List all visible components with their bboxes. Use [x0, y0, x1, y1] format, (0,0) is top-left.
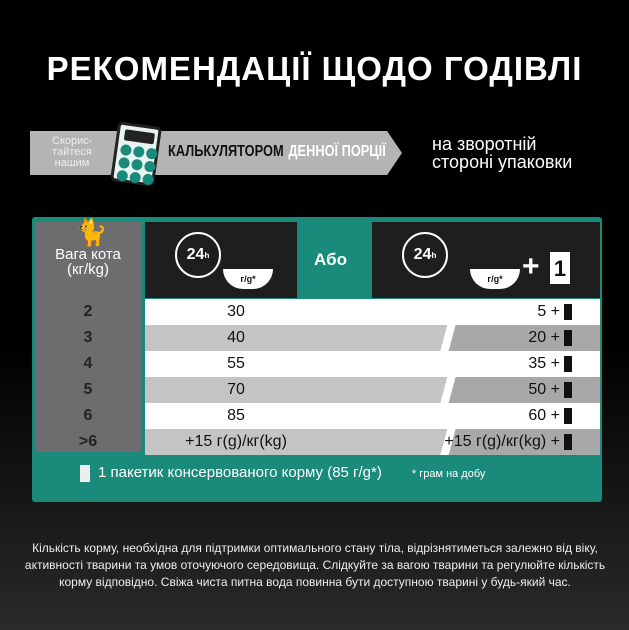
clock-24h-icon: 24 h: [175, 232, 221, 278]
page-title: РЕКОМЕНДАЦІЇ ЩОДО ГОДІВЛІ: [46, 50, 583, 87]
weight-value: 4: [83, 355, 93, 372]
bowl-icon: г/g*: [470, 269, 520, 289]
or-label: Або: [314, 250, 347, 269]
pouch-icon: [564, 382, 572, 398]
dry-food-header: 24 h г/g*: [145, 222, 297, 298]
table-row: 40 20 +: [145, 325, 600, 351]
calculator-icon: [110, 121, 162, 187]
calculator-label: КАЛЬКУЛЯТОРОМ ДЕННОЇ ПОРЦІЇ: [168, 143, 386, 160]
clock-24h-icon: 24 h: [402, 232, 448, 278]
dry-amount: 70: [227, 381, 245, 398]
feeding-note: Кількість корму, необхідна для підтримки…: [24, 541, 606, 589]
weight-column: 🐈 Вага кота (кг/kg): [35, 217, 141, 452]
table-row: 85 60 +: [145, 403, 600, 429]
calculator-banner: [30, 131, 402, 175]
pouch-icon: [80, 464, 90, 482]
weight-header: 🐈 Вага кота (кг/kg): [55, 217, 121, 278]
dry-amount: 85: [227, 407, 245, 424]
pouch-icon: [564, 330, 572, 346]
weight-value: 6: [83, 407, 93, 424]
banner-intro: Скорис- тайтеся нашим: [52, 135, 93, 169]
weight-value: 3: [83, 329, 93, 346]
cat-on-scale-icon: 🐈: [75, 217, 108, 247]
mixed-amount: 20 +: [528, 329, 560, 346]
mixed-amount: 5 +: [537, 303, 560, 320]
back-of-pack-text: на зворотній стороні упаковки: [432, 134, 573, 172]
mixed-amount: +15 г(g)/кг(kg) +: [444, 433, 560, 450]
plus-sign: +: [522, 250, 540, 283]
weight-value: >6: [78, 433, 98, 450]
mixed-amount: 60 +: [528, 407, 560, 424]
dry-amount: 40: [227, 329, 245, 346]
bowl-icon: г/g*: [223, 269, 273, 289]
table-row: +15 г(g)/кг(kg) +15 г(g)/кг(kg) +: [145, 429, 600, 455]
dry-amount: 30: [227, 303, 245, 320]
weight-value: 5: [83, 381, 93, 398]
feeding-table: 🐈 Вага кота (кг/kg) 24 h г/g* Або 24 h г/g* …: [32, 217, 602, 502]
weight-value: 2: [83, 303, 93, 320]
mixed-food-header: 24 h г/g* + 1: [372, 222, 600, 298]
pouch-icon: [564, 304, 572, 320]
table-footer: 1 пакетик консервованого корму (85 г/g*)…: [32, 464, 602, 482]
table-row: 55 35 +: [145, 351, 600, 377]
dry-amount: +15 г(g)/кг(kg): [185, 433, 287, 450]
mixed-amount: 50 +: [528, 381, 560, 398]
table-row: 30 5 +: [145, 299, 600, 325]
mixed-amount: 35 +: [528, 355, 560, 372]
table-row: 70 50 +: [145, 377, 600, 403]
pouch-icon: [564, 434, 572, 450]
pouch-icon: 1: [550, 252, 570, 284]
pouch-icon: [564, 356, 572, 372]
pouch-icon: [564, 408, 572, 424]
dry-amount: 55: [227, 355, 245, 372]
